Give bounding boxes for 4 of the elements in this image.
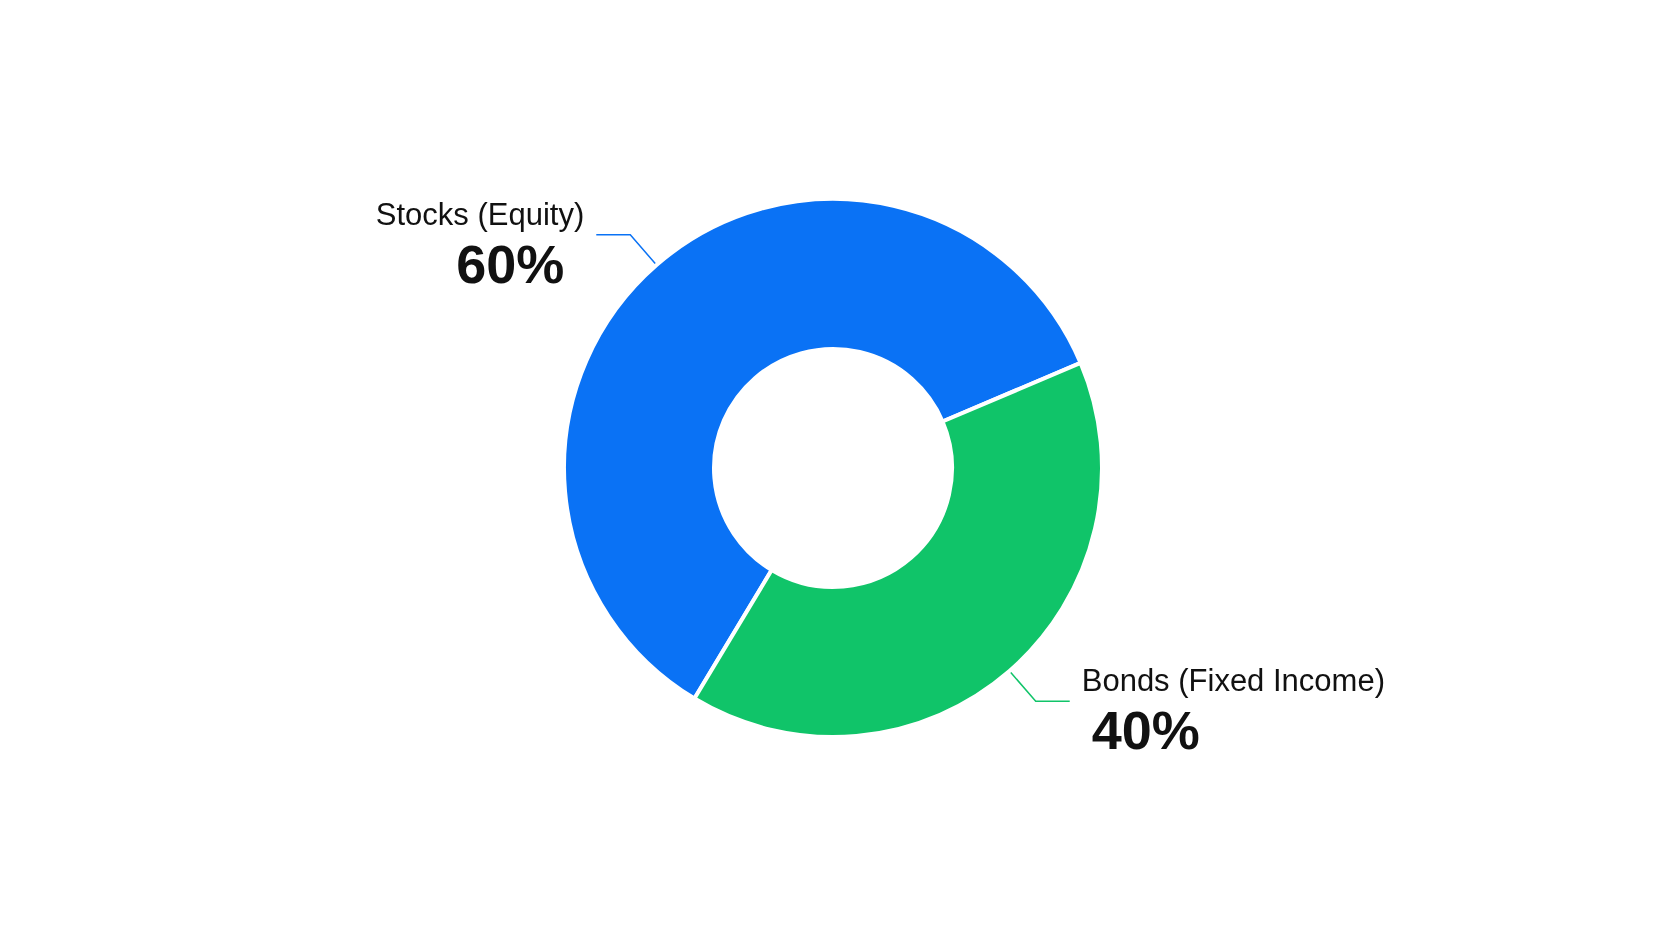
slice-label: Stocks (Equity)	[375, 196, 585, 232]
slice-label: Bonds (Fixed Income)	[1081, 663, 1385, 699]
data-label: 40%	[1091, 700, 1200, 761]
data-label: 60%	[456, 233, 565, 294]
